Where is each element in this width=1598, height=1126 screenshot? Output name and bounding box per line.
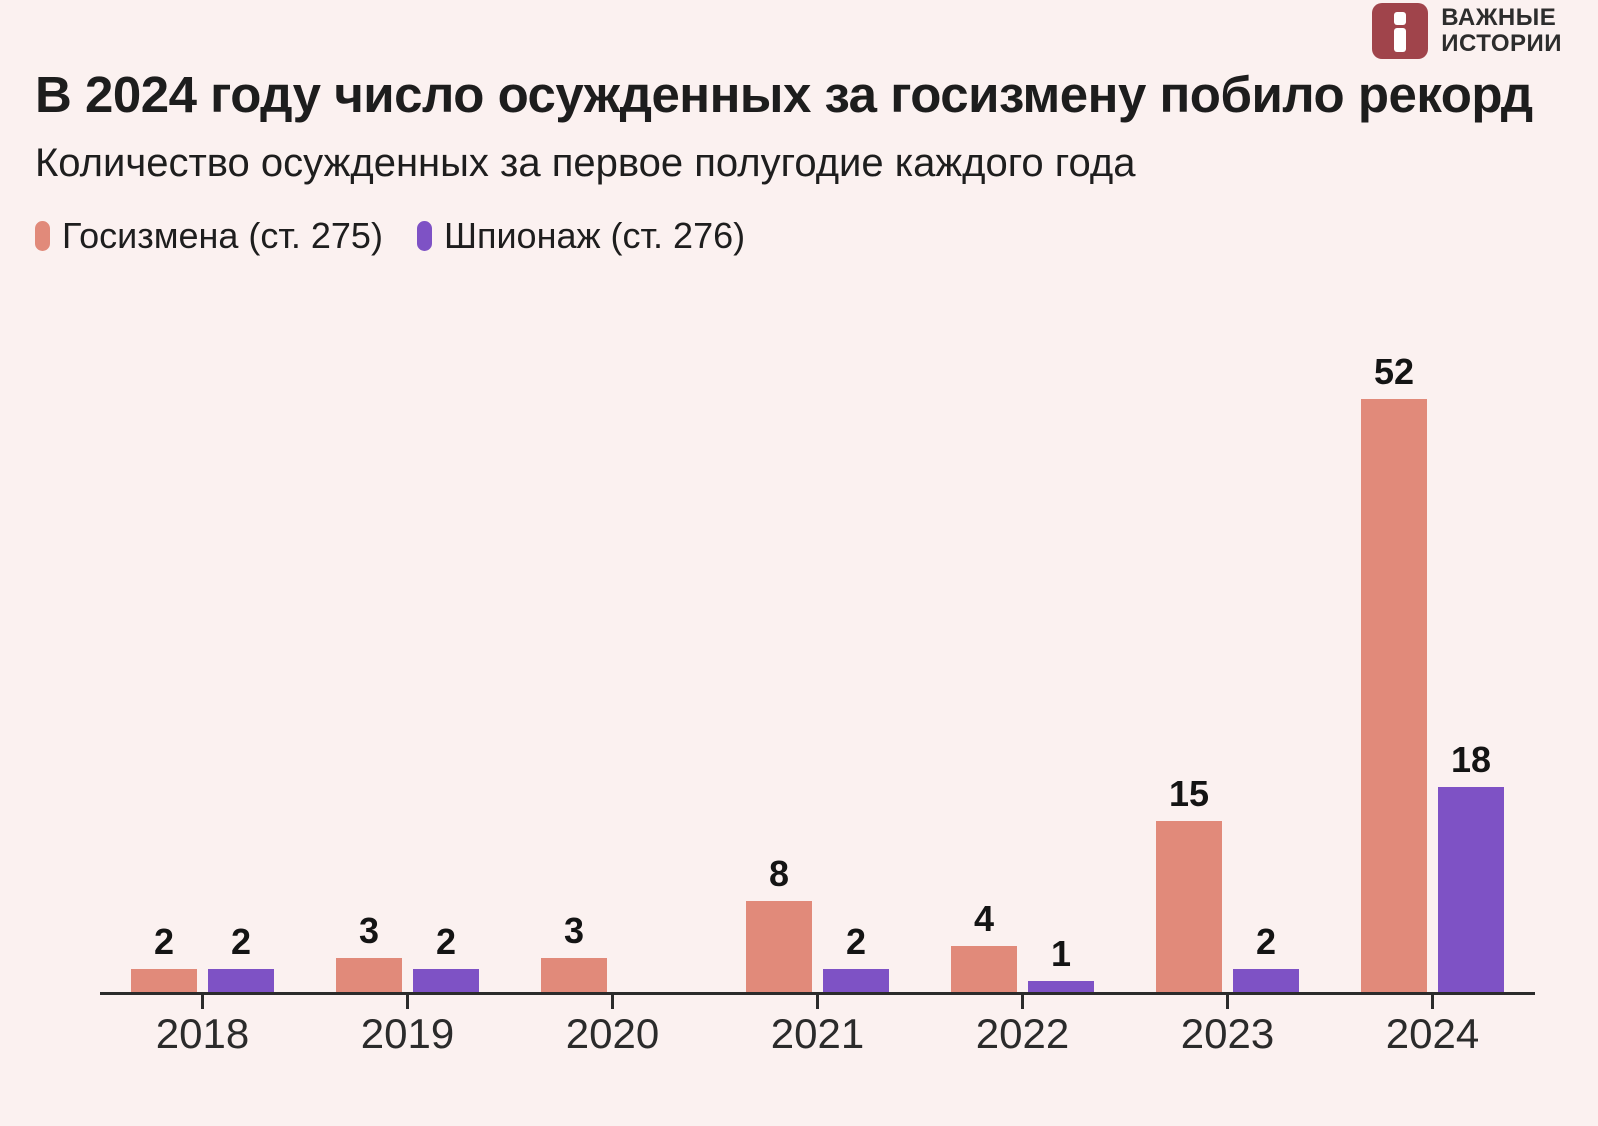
espionage-bar <box>1233 969 1299 993</box>
espionage-value-label: 18 <box>1450 739 1492 781</box>
treason-value-label: 3 <box>563 910 585 952</box>
tick-cell <box>920 995 1125 1010</box>
i-dot <box>1394 12 1407 25</box>
treason-bar-slot: 52 <box>1361 351 1427 993</box>
treason-value-label: 15 <box>1168 773 1210 815</box>
year-label-2023: 2023 <box>1180 1010 1275 1058</box>
treason-value-label: 3 <box>358 910 380 952</box>
legend: Госизмена (ст. 275) Шпионаж (ст. 276) <box>35 215 1563 257</box>
espionage-bar <box>1028 981 1094 993</box>
treason-bar-slot: 2 <box>131 921 197 993</box>
espionage-bar <box>413 969 479 993</box>
tick-cell <box>305 995 510 1010</box>
year-label-2020: 2020 <box>565 1010 660 1058</box>
espionage-bar-slot: 2 <box>823 921 889 993</box>
treason-bar <box>1156 821 1222 993</box>
tick-cell <box>1330 995 1535 1010</box>
axis-tick <box>406 995 409 1010</box>
treason-bar <box>336 958 402 993</box>
year-label-2018: 2018 <box>155 1010 250 1058</box>
espionage-bar <box>1438 787 1504 993</box>
espionage-bar-slot: 18 <box>1438 739 1504 993</box>
treason-value-label: 8 <box>768 853 790 895</box>
istories-i-icon <box>1372 3 1429 59</box>
espionage-bar-slot: 2 <box>413 921 479 993</box>
espionage-bar <box>823 969 889 993</box>
espionage-bar-slot: 2 <box>1233 921 1299 993</box>
treason-value-label: 2 <box>153 921 175 963</box>
espionage-value-label: 2 <box>230 921 252 963</box>
treason-bar-slot: 8 <box>746 853 812 993</box>
i-stem <box>1394 28 1407 52</box>
x-axis-ticks <box>100 995 1535 1010</box>
chart-title: В 2024 году число осужденных за госизмен… <box>35 66 1533 123</box>
logo-wordmark: ВАЖНЫЕ ИСТОРИИ <box>1441 3 1562 57</box>
year-label-2022: 2022 <box>975 1010 1070 1058</box>
bar-group-2023: 15 2 <box>1125 330 1330 993</box>
axis-tick <box>1021 995 1024 1010</box>
axis-tick <box>611 995 614 1010</box>
espionage-bar-slot: 1 <box>1028 933 1094 993</box>
chart-subtitle: Количество осужденных за первое полугоди… <box>35 141 1136 186</box>
axis-tick <box>201 995 204 1010</box>
treason-bar <box>746 901 812 993</box>
legend-item-treason: Госизмена (ст. 275) <box>35 215 383 257</box>
treason-bar <box>951 946 1017 993</box>
treason-bar-slot: 4 <box>951 898 1017 993</box>
logo-word-line2: ИСТОРИИ <box>1441 30 1562 57</box>
treason-bar-slot: 3 <box>336 910 402 993</box>
istories-logo: ВАЖНЫЕ ИСТОРИИ <box>1372 3 1562 59</box>
treason-bar <box>541 958 607 993</box>
axis-tick <box>1226 995 1229 1010</box>
logo-word-line1: ВАЖНЫЕ <box>1441 4 1557 31</box>
treason-bar <box>1361 399 1427 993</box>
espionage-value-label: 2 <box>1255 921 1277 963</box>
espionage-value-label: 2 <box>845 921 867 963</box>
treason-value-label: 4 <box>973 898 995 940</box>
bar-group-2020: 3 <box>510 330 715 993</box>
year-label-2019: 2019 <box>360 1010 455 1058</box>
espionage-bar-slot: 2 <box>208 921 274 993</box>
legend-label-espionage: Шпионаж (ст. 276) <box>443 215 746 257</box>
x-axis-labels: 2018 2019 2020 2021 2022 2023 2024 <box>100 1010 1535 1058</box>
espionage-value-label: 1 <box>1050 933 1072 975</box>
legend-label-treason: Госизмена (ст. 275) <box>62 215 383 257</box>
year-label-2021: 2021 <box>770 1010 865 1058</box>
tick-cell <box>1125 995 1330 1010</box>
espionage-bar <box>208 969 274 993</box>
axis-tick <box>816 995 819 1010</box>
axis-tick <box>1431 995 1434 1010</box>
plot-area: 2 2 3 2 3 8 2 4 1 15 2 52 18 <box>100 330 1535 996</box>
treason-bar-slot: 15 <box>1156 773 1222 993</box>
treason-bar <box>131 969 197 993</box>
espionage-value-label: 2 <box>435 921 457 963</box>
year-label-2024: 2024 <box>1385 1010 1480 1058</box>
bar-chart: 2 2 3 2 3 8 2 4 1 15 2 52 18 2018 2019 2020 2021 2022 202… <box>100 330 1535 1057</box>
treason-value-label: 52 <box>1373 351 1415 393</box>
legend-marker-treason <box>35 221 50 252</box>
legend-item-espionage: Шпионаж (ст. 276) <box>416 215 746 257</box>
legend-marker-espionage <box>416 221 432 252</box>
bar-group-2024: 52 18 <box>1330 330 1535 993</box>
treason-bar-slot: 3 <box>541 910 607 993</box>
tick-cell <box>100 995 305 1010</box>
tick-cell <box>715 995 920 1010</box>
tick-cell <box>510 995 715 1010</box>
